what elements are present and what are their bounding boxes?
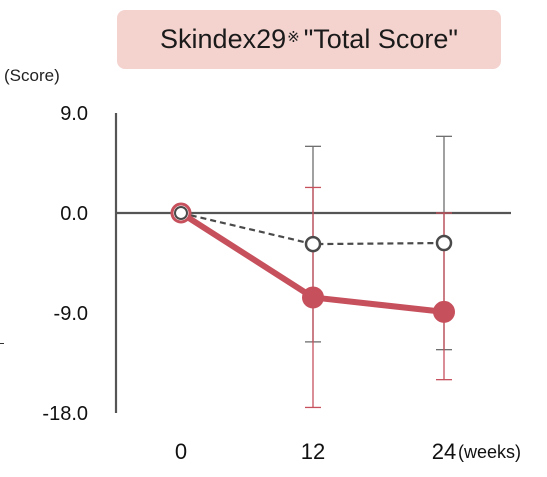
x-tick-label: 0 (175, 439, 187, 464)
chart-title: Skindex29 ※ "Total Score" (117, 10, 501, 69)
comparator-point (304, 235, 322, 253)
y-tick-label: -9.0 (54, 303, 88, 325)
y-tick-label: 0.0 (60, 203, 88, 225)
chart-title-main: Skindex29 (160, 24, 287, 54)
comparator-point (174, 206, 188, 220)
x-tick-label: 24 (432, 439, 456, 464)
y-tick-label: -18.0 (42, 403, 88, 425)
chart-title-mark: ※ (287, 28, 300, 46)
chart-title-rest: "Total Score" (303, 24, 458, 54)
x-tick-label: 12 (301, 439, 325, 464)
treatment-point (302, 286, 324, 309)
x-axis-unit-label: (weeks) (458, 442, 521, 462)
treatment-point (433, 300, 455, 323)
comparator-point (435, 234, 453, 252)
y-tick-label: 9.0 (60, 103, 88, 125)
axis-stub-mark (0, 343, 4, 344)
y-axis-unit-label: (Score) (4, 66, 60, 85)
